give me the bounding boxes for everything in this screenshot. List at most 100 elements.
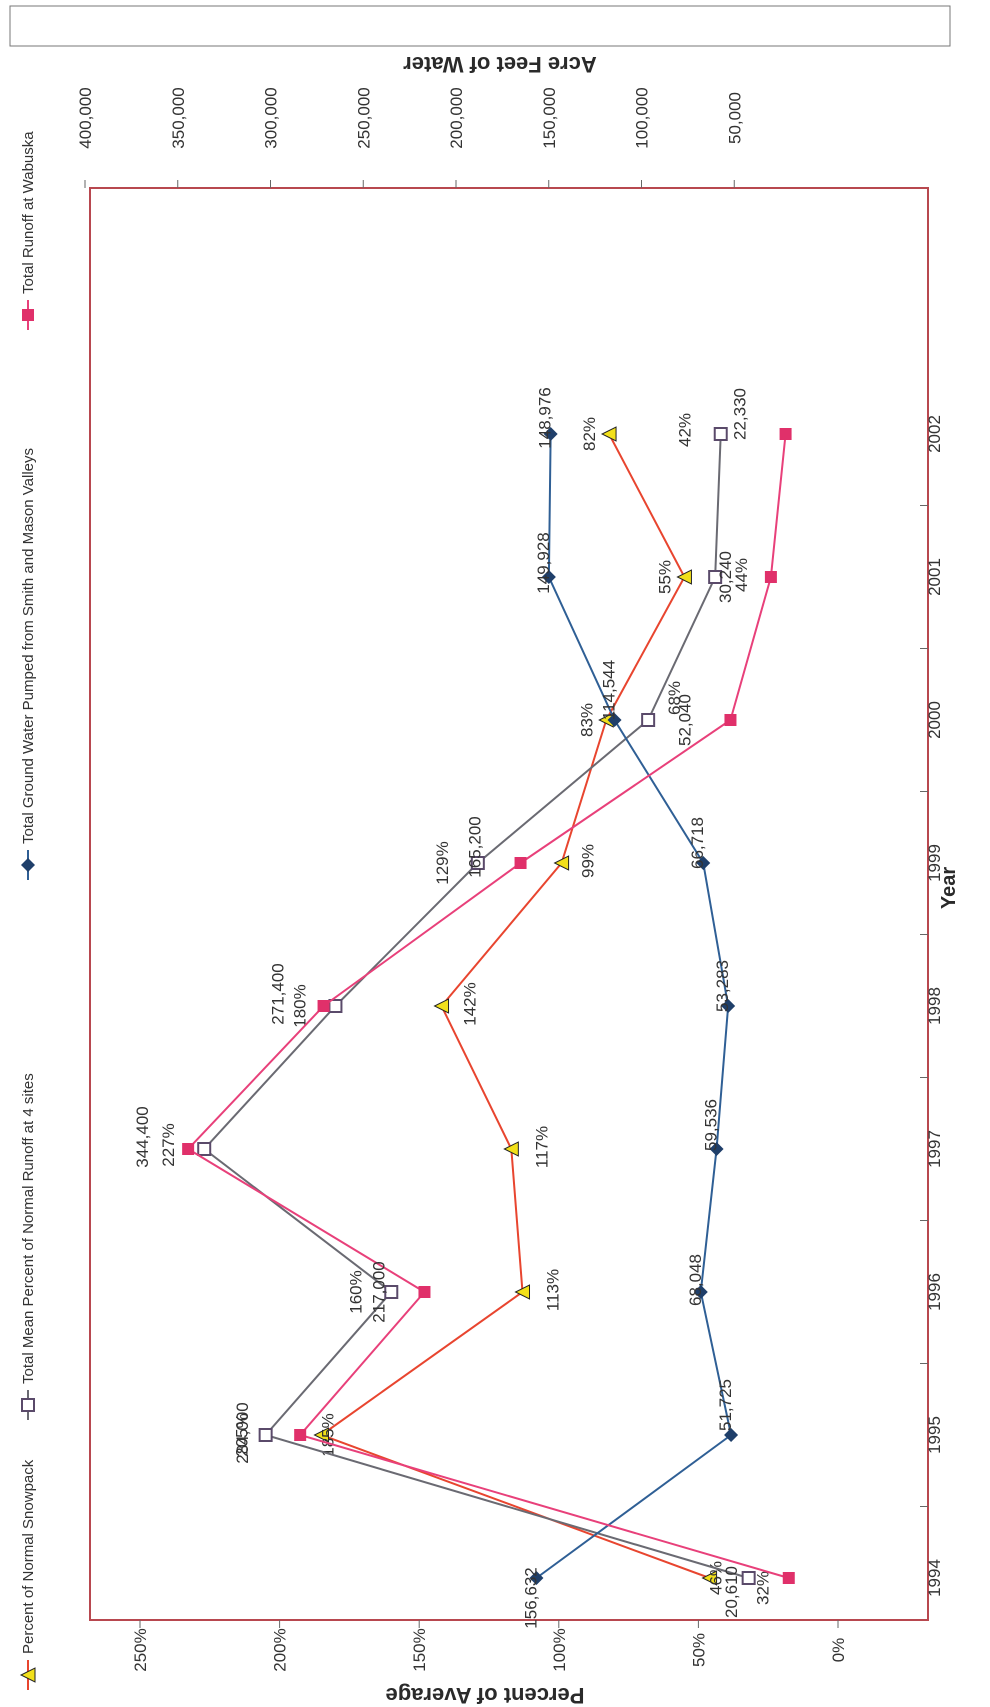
data-point (782, 1572, 795, 1584)
left-axis-tick-label: 150% (410, 1628, 429, 1671)
data-label: 129% (433, 841, 452, 884)
x-axis-tick-label: 1999 (925, 844, 944, 882)
data-point (709, 1142, 724, 1156)
data-point (553, 855, 570, 871)
data-label: 165,200 (466, 816, 485, 877)
data-point (724, 714, 737, 726)
data-label: 114,544 (600, 660, 619, 720)
data-label: 284,000 (233, 1402, 252, 1463)
data-label: 142% (461, 982, 480, 1025)
data-point (676, 569, 692, 585)
data-label: 51,725 (716, 1379, 735, 1431)
data-label: 83% (577, 703, 596, 737)
left-axis-tick-label: 50% (689, 1633, 708, 1667)
series-group: 46%185%113%117%142%99%83%55%82% (313, 417, 726, 1595)
data-label: 180% (290, 984, 309, 1027)
data-point (607, 713, 622, 727)
data-point (713, 427, 728, 441)
data-point (328, 999, 343, 1013)
data-label: 44% (732, 558, 751, 592)
data-point (503, 1141, 519, 1157)
data-label: 59,536 (702, 1099, 721, 1151)
data-point (514, 857, 527, 869)
x-axis-tick-label: 1995 (925, 1416, 944, 1454)
data-point (701, 1570, 718, 1586)
series-group: 20,610 284,000 217,000 344,400 271,400 165,20… (133, 388, 795, 1618)
right-axis-tick-label: 100,000 (633, 87, 652, 148)
data-label: 55% (655, 560, 674, 594)
x-axis-tick-label: 1996 (925, 1273, 944, 1311)
plot-frame (89, 187, 929, 1621)
data-label: 68% (665, 681, 684, 715)
data-label: 227% (159, 1123, 178, 1166)
data-label: 160% (346, 1270, 365, 1313)
data-label: 53,283 (713, 960, 732, 1012)
left-axis-tick-label: 0% (829, 1638, 848, 1663)
data-point (693, 1285, 708, 1299)
data-label: 149,928 (534, 532, 553, 593)
left-axis-tick-label: 200% (271, 1628, 290, 1671)
data-label: 99% (579, 844, 598, 878)
data-point (313, 1427, 329, 1443)
legend-label: Total Ground Water Pumped from Smith and… (20, 448, 37, 844)
data-point (294, 1429, 307, 1441)
right-axis-tick-label: 350,000 (169, 87, 188, 148)
series-group: 32% 205% 160% 227% 180% 129% 68% 44% 42% (159, 413, 772, 1605)
x-axis-tick-label: 2000 (925, 701, 944, 739)
data-label: 205% (233, 1413, 252, 1456)
data-point (741, 1571, 756, 1585)
data-point (641, 713, 656, 727)
left-axis-tick-label: 250% (131, 1628, 150, 1671)
data-point (197, 1142, 212, 1156)
right-axis-tick-label: 300,000 (262, 87, 281, 148)
left-axis-title: Percent of Average (386, 1683, 585, 1707)
data-point (418, 1286, 431, 1298)
data-point (764, 571, 777, 583)
data-label: 22,330 (731, 388, 750, 440)
x-axis-tick-label: 2001 (925, 558, 944, 596)
data-label: 217,000 (369, 1261, 388, 1322)
x-axis-tick-label: 1997 (925, 1130, 944, 1168)
data-point (470, 856, 485, 870)
right-axis-tick-label: 250,000 (354, 87, 373, 148)
legend-swatch-marker (21, 1398, 35, 1412)
data-point (708, 570, 723, 584)
data-point (433, 998, 450, 1014)
data-point (182, 1143, 195, 1155)
series-line (319, 433, 710, 1579)
data-label: 117% (532, 1126, 551, 1168)
data-point (600, 426, 617, 442)
data-label: 148,976 (536, 387, 555, 448)
data-point (258, 1428, 273, 1442)
data-point (529, 1571, 544, 1585)
legend-swatch-marker (22, 309, 34, 321)
data-label: 185% (318, 1413, 337, 1456)
legend-swatch-marker (19, 1667, 36, 1683)
data-point (724, 1428, 739, 1442)
data-point (317, 1000, 330, 1012)
data-label: 82% (580, 417, 599, 451)
legend-label: Total Runoff at Wabuska (20, 131, 37, 294)
data-point (721, 999, 736, 1013)
legend-box (9, 5, 951, 47)
left-axis-tick-label: 100% (550, 1628, 569, 1671)
data-point (384, 1285, 399, 1299)
right-axis-tick-label: 400,000 (76, 87, 95, 148)
right-axis-tick-label: 200,000 (447, 87, 466, 148)
data-label: 271,400 (269, 963, 288, 1024)
x-axis-tick-label: 2002 (925, 415, 944, 453)
data-label: 42% (676, 413, 695, 447)
right-axis-tick-label: 50,000 (725, 92, 744, 144)
data-point (541, 570, 556, 584)
data-label: 113% (544, 1269, 563, 1311)
data-point (696, 856, 711, 870)
data-label: 68,048 (686, 1254, 705, 1306)
legend-swatch-marker (21, 858, 35, 872)
x-axis-title: Year (938, 867, 960, 909)
x-axis-tick-label: 1998 (925, 987, 944, 1025)
legend-label: Percent of Normal Snowpack (20, 1459, 37, 1654)
right-axis-tick-label: 150,000 (540, 87, 559, 148)
data-label: 20,610 (722, 1566, 741, 1618)
data-label: 32% (754, 1571, 773, 1605)
